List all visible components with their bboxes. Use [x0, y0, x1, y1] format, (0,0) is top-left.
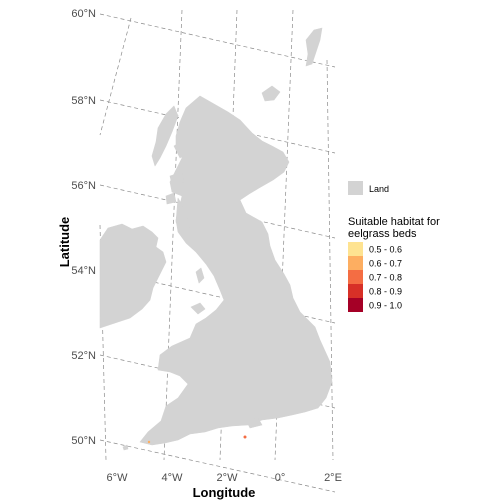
legend-habitat-label: 0.7 - 0.8: [369, 273, 402, 283]
gridline-lat-50: [99, 439, 336, 493]
land-skye: [173, 139, 189, 159]
legend-habitat-title-line2: eelgrass beds: [348, 228, 417, 240]
legend-habitat-swatch: [348, 284, 363, 298]
lat-tick-label: 58°N: [71, 95, 96, 107]
gridline-lon-2e: [326, 59, 334, 461]
lon-tick-label: 2°W: [217, 472, 239, 484]
gridline-lon-4w: [163, 9, 183, 461]
land-anglesey: [190, 302, 206, 315]
gridline-lon-6w: [99, 17, 132, 461]
lon-tick-label: 0°: [275, 472, 286, 484]
land-kintyre: [175, 197, 191, 237]
land-orkney: [261, 85, 281, 102]
x-axis-title: Longitude: [193, 485, 256, 500]
land-isle-of-wight: [245, 417, 263, 429]
legend-land: Land: [348, 181, 389, 195]
land-isle-of-man: [195, 267, 205, 284]
legend-habitat-classes: 0.5 - 0.6 0.6 - 0.7 0.7 - 0.8 0.8 - 0.9 0.9 …: [348, 242, 402, 312]
gridline-lat-60: [99, 13, 336, 68]
land-ireland: [99, 223, 167, 329]
lat-tick-label: 60°N: [71, 8, 96, 20]
land-mull: [169, 171, 185, 186]
legend-habitat-label: 0.8 - 0.9: [369, 287, 402, 297]
land-great-britain: [139, 95, 333, 446]
habitat-patch: [147, 440, 151, 444]
legend-habitat-label: 0.6 - 0.7: [369, 259, 402, 269]
latitude-axis: 60°N 58°N 56°N 54°N 52°N 50°N: [71, 8, 96, 447]
legend-habitat-label: 0.5 - 0.6: [369, 245, 402, 255]
land-masses: [99, 27, 333, 451]
habitat-patches: [147, 435, 247, 444]
legend-habitat-title-line1: Suitable habitat for: [348, 216, 440, 228]
longitude-axis: 6°W 4°W 2°W 0° 2°E: [107, 472, 342, 484]
legend-habitat-label: 0.9 - 1.0: [369, 301, 402, 311]
legend-habitat-swatch: [348, 298, 363, 312]
habitat-patch: [243, 435, 247, 439]
legend-habitat-swatch: [348, 256, 363, 270]
lon-tick-label: 2°E: [324, 472, 342, 484]
lat-tick-label: 56°N: [71, 180, 96, 192]
legend-habitat: Suitable habitat for eelgrass beds 0.5 -…: [348, 216, 440, 312]
gridline-lat-54: [99, 269, 336, 324]
lon-tick-label: 4°W: [162, 472, 184, 484]
land-outer-hebrides: [151, 105, 179, 167]
gridline-lon-0: [274, 9, 294, 461]
legend-habitat-swatch: [348, 242, 363, 256]
lat-tick-label: 54°N: [71, 265, 96, 277]
legend-land-swatch: [348, 181, 363, 195]
lat-tick-label: 50°N: [71, 435, 96, 447]
y-axis-title: Latitude: [57, 217, 72, 268]
legend-habitat-swatch: [348, 270, 363, 284]
lat-tick-label: 52°N: [71, 350, 96, 362]
land-scilly: [122, 444, 129, 451]
land-shetland: [305, 27, 323, 67]
land-islay: [165, 192, 177, 205]
legend-land-label: Land: [369, 184, 389, 194]
lon-tick-label: 6°W: [107, 472, 129, 484]
